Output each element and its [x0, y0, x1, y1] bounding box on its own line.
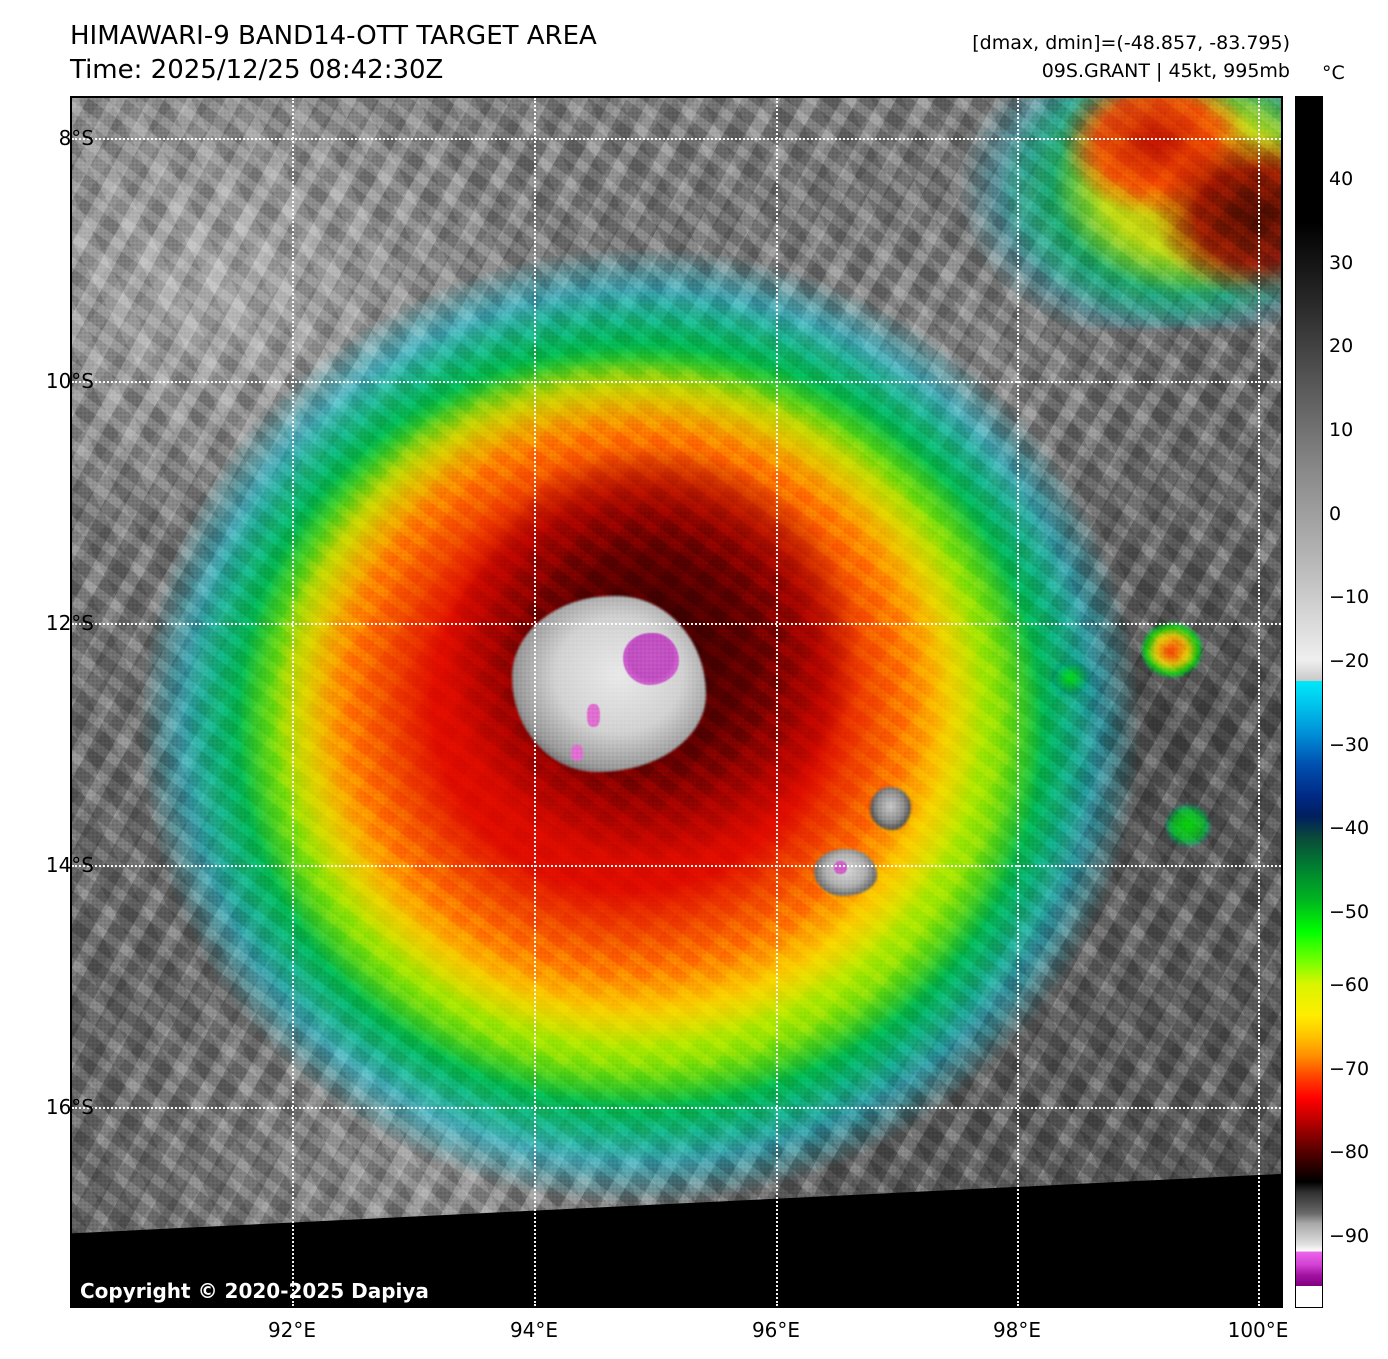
lat-tick-label-14: 14°S: [45, 853, 94, 877]
lat-tick-label-8: 8°S: [58, 126, 94, 150]
east-cell-1: [1141, 623, 1203, 677]
overshooting-top-speck-2: [571, 745, 584, 762]
lat-tick-label-16: 16°S: [45, 1095, 94, 1119]
plot-canvas: [72, 98, 1281, 1306]
lon-tick-label-94: 94°E: [509, 1318, 559, 1342]
colorbar-tick-30: 30: [1329, 252, 1354, 274]
colorbar-tick-40: 40: [1329, 168, 1354, 190]
colorbar-tick-m90: −90: [1329, 1225, 1370, 1247]
colorbar-tick-20: 20: [1329, 335, 1354, 357]
metadata-block: [dmax, dmin]=(-48.857, -83.795) 09S.GRAN…: [972, 30, 1290, 85]
lon-tick-label-100: 100°E: [1227, 1318, 1289, 1342]
colorbar-unit-label: °C: [1322, 62, 1345, 84]
colorbar-tick-m40: −40: [1329, 817, 1370, 839]
colorbar-tick-m80: −80: [1329, 1141, 1370, 1163]
east-cell-2: [1166, 804, 1210, 846]
lon-tick-label-92: 92°E: [267, 1318, 317, 1342]
timestamp: Time: 2025/12/25 08:42:30Z: [70, 54, 444, 85]
title-block: HIMAWARI-9 BAND14-OTT TARGET AREA Time: …: [70, 20, 770, 88]
northeast-convective-cluster: [954, 98, 1281, 328]
colorbar-tick-m70: −70: [1329, 1058, 1370, 1080]
pixel-speckle-texture: [72, 98, 1281, 1306]
colorbar-tick-m30: −30: [1329, 734, 1370, 756]
lon-tick-label-98: 98°E: [992, 1318, 1042, 1342]
colorbar-tick-10: 10: [1329, 419, 1354, 441]
colorbar-tick-m60: −60: [1329, 974, 1370, 996]
storm-info-readout: 09S.GRANT | 45kt, 995mb: [1041, 59, 1290, 82]
secondary-overshooting-top-cold-core: [833, 861, 847, 874]
data-range-readout: [dmax, dmin]=(-48.857, -83.795): [972, 32, 1290, 54]
main-overshooting-top: [512, 595, 706, 773]
overshooting-top-speck-1: [587, 704, 601, 728]
colorbar-tick-m50: −50: [1329, 901, 1370, 923]
page-title: HIMAWARI-9 BAND14-OTT TARGET AREA: [70, 21, 597, 51]
main-overshooting-top-cold-core: [623, 633, 679, 686]
secondary-overshooting-top: [814, 849, 878, 897]
temperature-colorbar[interactable]: [1295, 96, 1323, 1308]
colorbar-tick-m10: −10: [1329, 586, 1370, 608]
southeast-cold-patch: [869, 786, 912, 831]
east-cell-3: [1051, 659, 1090, 696]
copyright-notice: Copyright © 2020-2025 Dapiya: [80, 1279, 429, 1303]
colorbar-tick-m20: −20: [1329, 650, 1370, 672]
lat-tick-label-12: 12°S: [45, 611, 94, 635]
lon-tick-label-96: 96°E: [751, 1318, 801, 1342]
satellite-image-plot[interactable]: [70, 96, 1283, 1308]
colorbar-tick-0: 0: [1329, 503, 1342, 525]
lat-tick-label-10: 10°S: [45, 369, 94, 393]
